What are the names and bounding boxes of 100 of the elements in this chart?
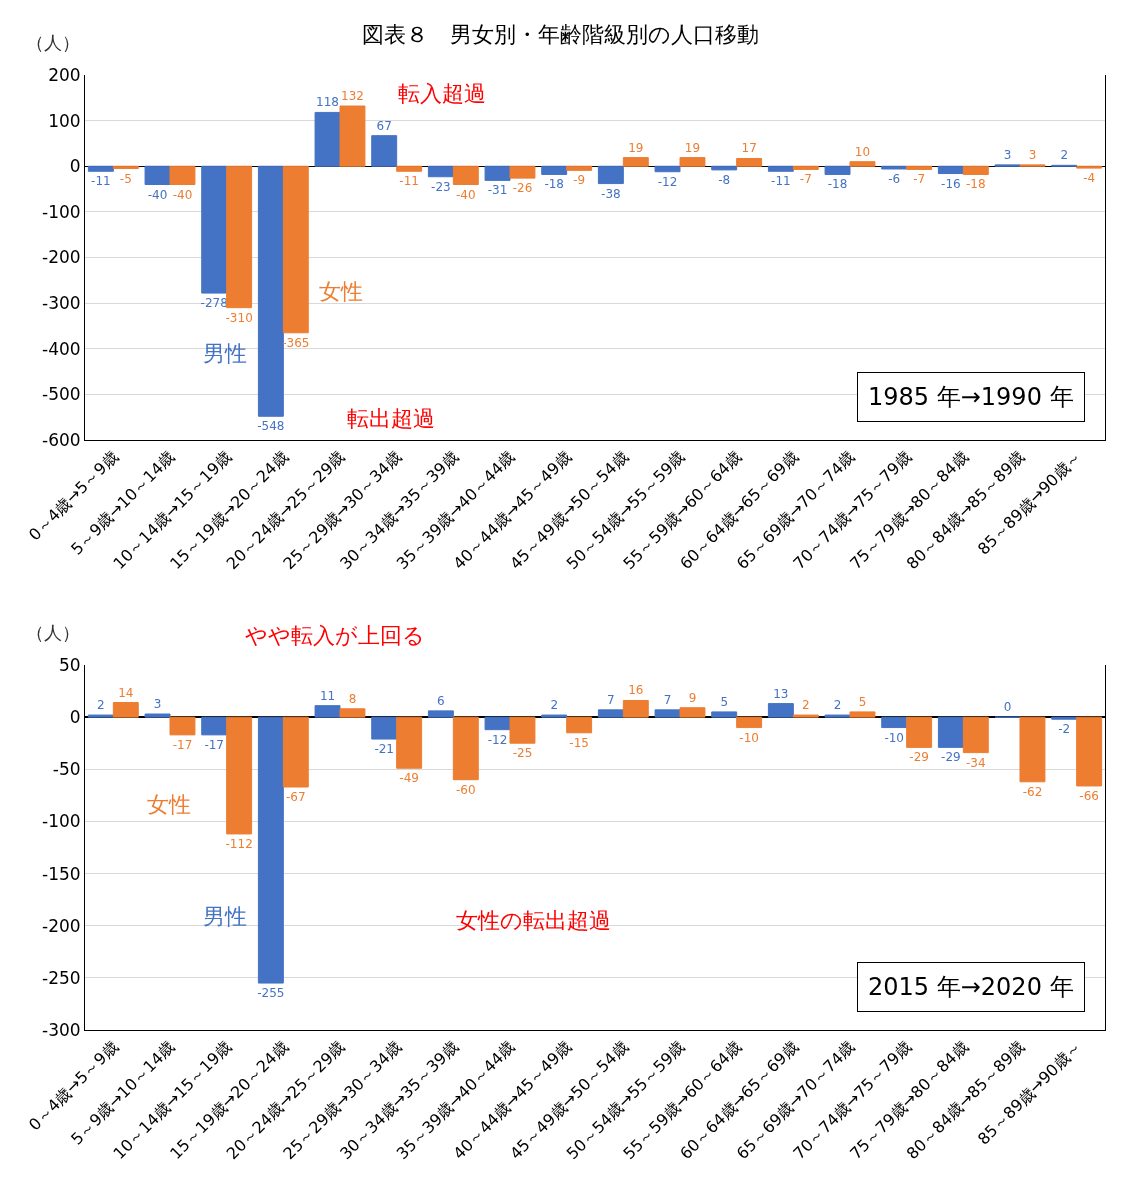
bar <box>509 165 536 179</box>
bar <box>339 708 366 718</box>
data-label: -16 <box>941 176 961 191</box>
data-label: 10 <box>854 144 871 159</box>
bar <box>767 703 794 718</box>
y-tick-label: -300 <box>42 1019 81 1040</box>
data-label: -25 <box>512 746 533 761</box>
data-label: 19 <box>628 140 644 155</box>
bar <box>201 165 228 294</box>
data-label: 3 <box>1028 147 1037 162</box>
bar <box>541 714 568 718</box>
data-label: -21 <box>374 742 394 757</box>
data-label: -40 <box>456 187 476 202</box>
data-label: -112 <box>225 836 253 851</box>
bar <box>566 165 593 171</box>
data-label: -548 <box>257 419 285 434</box>
bar <box>824 165 851 175</box>
y-tick-label: -200 <box>42 247 81 268</box>
data-label: -8 <box>718 172 731 187</box>
data-label: 0 <box>1003 700 1012 715</box>
data-label: 14 <box>118 685 134 700</box>
bar <box>679 707 706 718</box>
data-label: -17 <box>172 737 193 752</box>
bar <box>452 716 479 781</box>
y-tick-label: 50 <box>58 654 81 675</box>
bar <box>396 716 423 769</box>
data-label: -60 <box>456 782 476 797</box>
bar <box>962 716 989 754</box>
data-label: -12 <box>487 732 508 747</box>
bar <box>484 716 511 731</box>
y-tick-label: -50 <box>52 759 81 780</box>
bar <box>906 716 933 748</box>
data-label: -18 <box>827 177 848 192</box>
y-tick-label: 100 <box>48 110 81 131</box>
data-label: 67 <box>376 118 392 133</box>
y-tick-label: -300 <box>42 293 81 314</box>
data-label: -11 <box>91 174 111 189</box>
data-label: 8 <box>348 691 357 706</box>
annotation: 1985 年→1990 年 <box>868 383 1074 411</box>
bar <box>1019 716 1046 783</box>
data-label: -34 <box>966 755 986 770</box>
data-label: -11 <box>399 174 419 189</box>
bar <box>906 165 933 170</box>
bar <box>144 713 171 718</box>
data-label: 6 <box>437 693 445 708</box>
data-label: -18 <box>544 177 564 192</box>
bar <box>371 716 398 740</box>
y-tick-label: -100 <box>42 811 81 832</box>
data-label: -12 <box>657 174 678 189</box>
bar <box>226 716 253 835</box>
bar <box>169 165 196 185</box>
bar <box>937 165 964 175</box>
y-tick-label: -150 <box>42 863 81 884</box>
bar <box>169 716 196 736</box>
data-label: -67 <box>286 790 306 805</box>
bar <box>257 716 284 984</box>
bar <box>849 711 876 718</box>
data-label: -7 <box>913 172 926 187</box>
bar <box>711 711 738 718</box>
bar <box>257 165 284 417</box>
data-label: 5 <box>858 694 867 709</box>
data-label: -66 <box>1079 788 1099 803</box>
data-label: 2 <box>550 698 559 713</box>
bar <box>371 135 398 167</box>
data-label: -5 <box>119 171 132 186</box>
data-label: 11 <box>319 688 336 703</box>
bar <box>484 165 511 181</box>
data-label: 9 <box>688 690 697 705</box>
data-label: -10 <box>739 730 759 745</box>
bar <box>654 165 681 173</box>
bar <box>427 710 454 718</box>
text: やや転入が上回る <box>245 623 425 648</box>
bar <box>282 165 309 334</box>
data-label: 3 <box>153 697 162 712</box>
data-label: -15 <box>569 735 589 750</box>
data-label: 5 <box>720 694 729 709</box>
bar <box>736 157 763 167</box>
data-label: 2 <box>1060 148 1069 163</box>
bar <box>767 165 794 172</box>
y-axis-title: （人） <box>26 32 80 53</box>
annotation: 2015 年→2020 年 <box>868 973 1074 1001</box>
y-tick-label: -400 <box>42 338 81 359</box>
bar <box>112 165 139 170</box>
y-tick-label: -600 <box>42 429 81 450</box>
data-label: 19 <box>684 140 701 155</box>
data-label: -10 <box>884 730 904 745</box>
bar <box>566 716 593 734</box>
data-label: -4 <box>1083 171 1096 186</box>
series-label: 男性 <box>203 341 247 366</box>
bar <box>201 716 228 736</box>
data-label: -310 <box>225 310 253 325</box>
bar <box>881 165 908 170</box>
data-label: -17 <box>204 737 224 752</box>
bar <box>622 699 649 718</box>
bar <box>226 165 253 309</box>
bar <box>792 165 819 170</box>
data-label: -40 <box>172 187 193 202</box>
data-label: 2 <box>97 698 105 713</box>
data-label: 17 <box>741 141 757 156</box>
bar <box>314 705 341 718</box>
